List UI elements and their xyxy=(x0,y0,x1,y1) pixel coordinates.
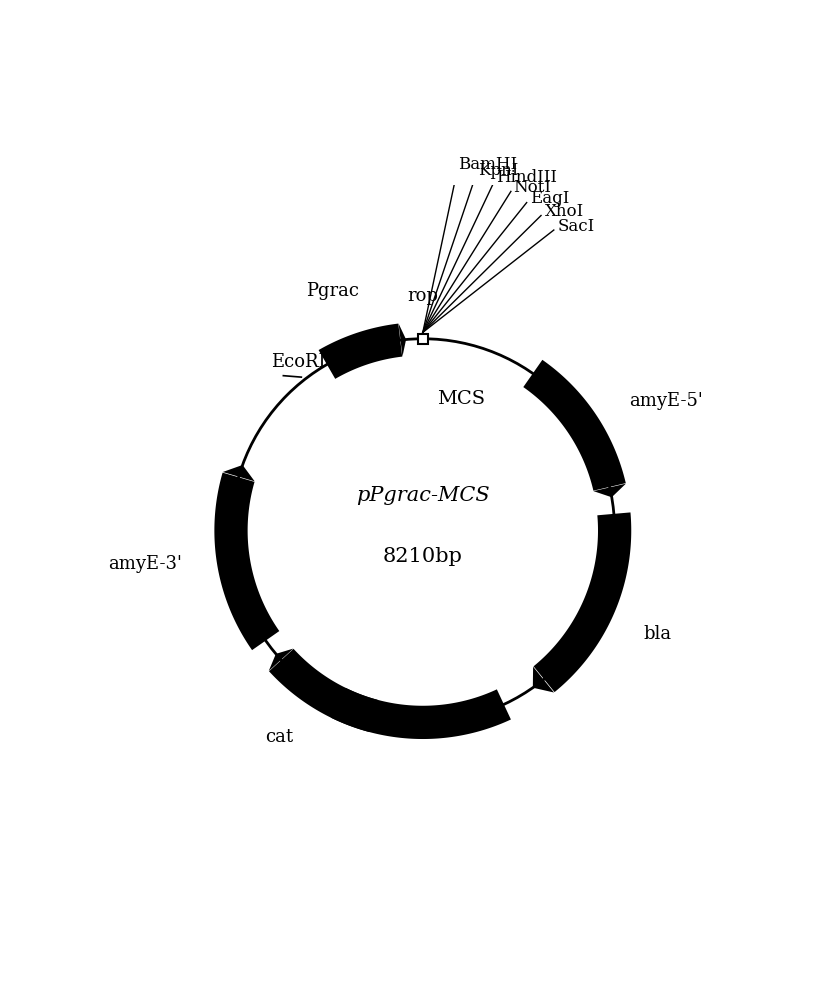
Text: amyE-5': amyE-5' xyxy=(629,392,703,410)
Text: BamHI: BamHI xyxy=(459,156,517,173)
Text: pPgrac-MCS: pPgrac-MCS xyxy=(356,486,489,505)
Polygon shape xyxy=(318,324,403,379)
Polygon shape xyxy=(523,360,626,491)
Text: cat: cat xyxy=(266,728,294,746)
Text: KpnI: KpnI xyxy=(478,162,518,179)
Polygon shape xyxy=(327,688,345,717)
Text: MCS: MCS xyxy=(437,390,485,408)
Polygon shape xyxy=(534,512,631,692)
Text: HindIII: HindIII xyxy=(496,169,557,186)
Text: 8210bp: 8210bp xyxy=(383,547,463,566)
Polygon shape xyxy=(214,473,280,650)
Polygon shape xyxy=(223,465,255,481)
Polygon shape xyxy=(269,649,294,671)
Polygon shape xyxy=(269,649,378,732)
Text: Pgrac: Pgrac xyxy=(306,282,359,300)
Text: SacI: SacI xyxy=(558,218,595,235)
Text: bla: bla xyxy=(644,625,672,643)
Polygon shape xyxy=(398,324,406,357)
Text: EagI: EagI xyxy=(530,190,569,207)
Text: EcoRI: EcoRI xyxy=(271,353,325,371)
Polygon shape xyxy=(533,667,554,693)
Polygon shape xyxy=(331,688,511,739)
Bar xyxy=(417,334,428,344)
Polygon shape xyxy=(593,484,626,497)
Text: rop: rop xyxy=(408,287,438,305)
Text: amyE-3': amyE-3' xyxy=(108,555,182,573)
Text: XhoI: XhoI xyxy=(544,203,584,220)
Text: NotI: NotI xyxy=(514,179,552,196)
